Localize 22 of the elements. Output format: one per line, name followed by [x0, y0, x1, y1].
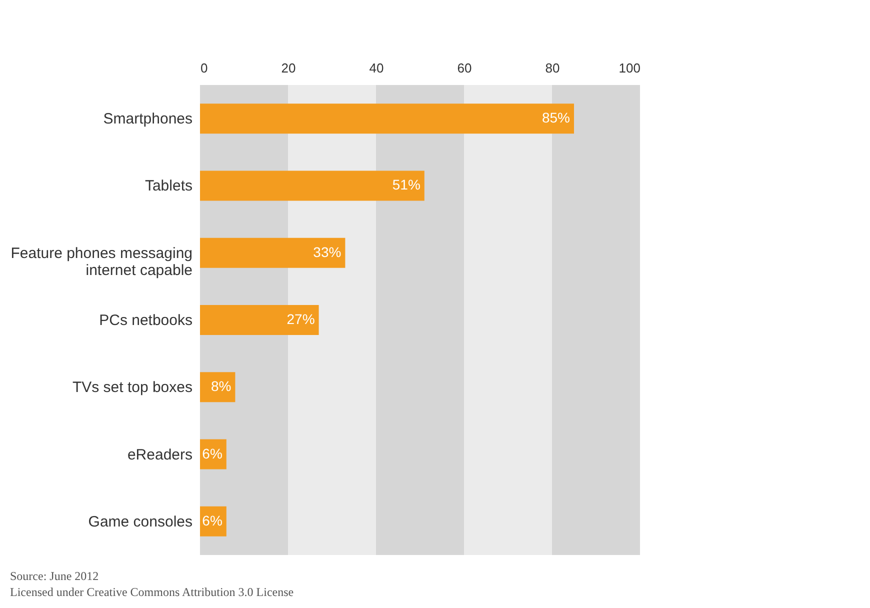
x-tick-label: 60	[457, 60, 472, 76]
x-tick-label: 0	[200, 60, 208, 76]
data-label: 51%	[392, 176, 420, 193]
y-tick-label: Tablets	[144, 178, 192, 195]
y-tick-label: eReaders	[127, 446, 192, 464]
source-note: Source: June 2012	[10, 568, 100, 584]
data-label: 33%	[313, 244, 342, 260]
data-label: 27%	[286, 311, 315, 327]
x-tick-label: 20	[281, 60, 296, 76]
x-tick-label: 80	[545, 60, 560, 76]
x-tick-label: 40	[369, 60, 384, 76]
data-label: 6%	[202, 512, 222, 528]
data-label: 6%	[202, 445, 222, 462]
data-label: 8%	[210, 378, 232, 394]
y-tick-label: PCs netbooks	[99, 312, 192, 329]
x-tick-label: 100	[618, 60, 640, 76]
y-tick-label: TVs set top boxes	[72, 379, 192, 396]
y-tick-label: Smartphones	[103, 110, 192, 128]
y-tick-label: Feature phones messaging internet capable	[10, 244, 192, 279]
y-tick-label: Game consoles	[88, 513, 192, 530]
text: Licensed under Creative Commons Attribution 3.0 License	[10, 584, 294, 600]
data-label: 85%	[542, 110, 570, 126]
